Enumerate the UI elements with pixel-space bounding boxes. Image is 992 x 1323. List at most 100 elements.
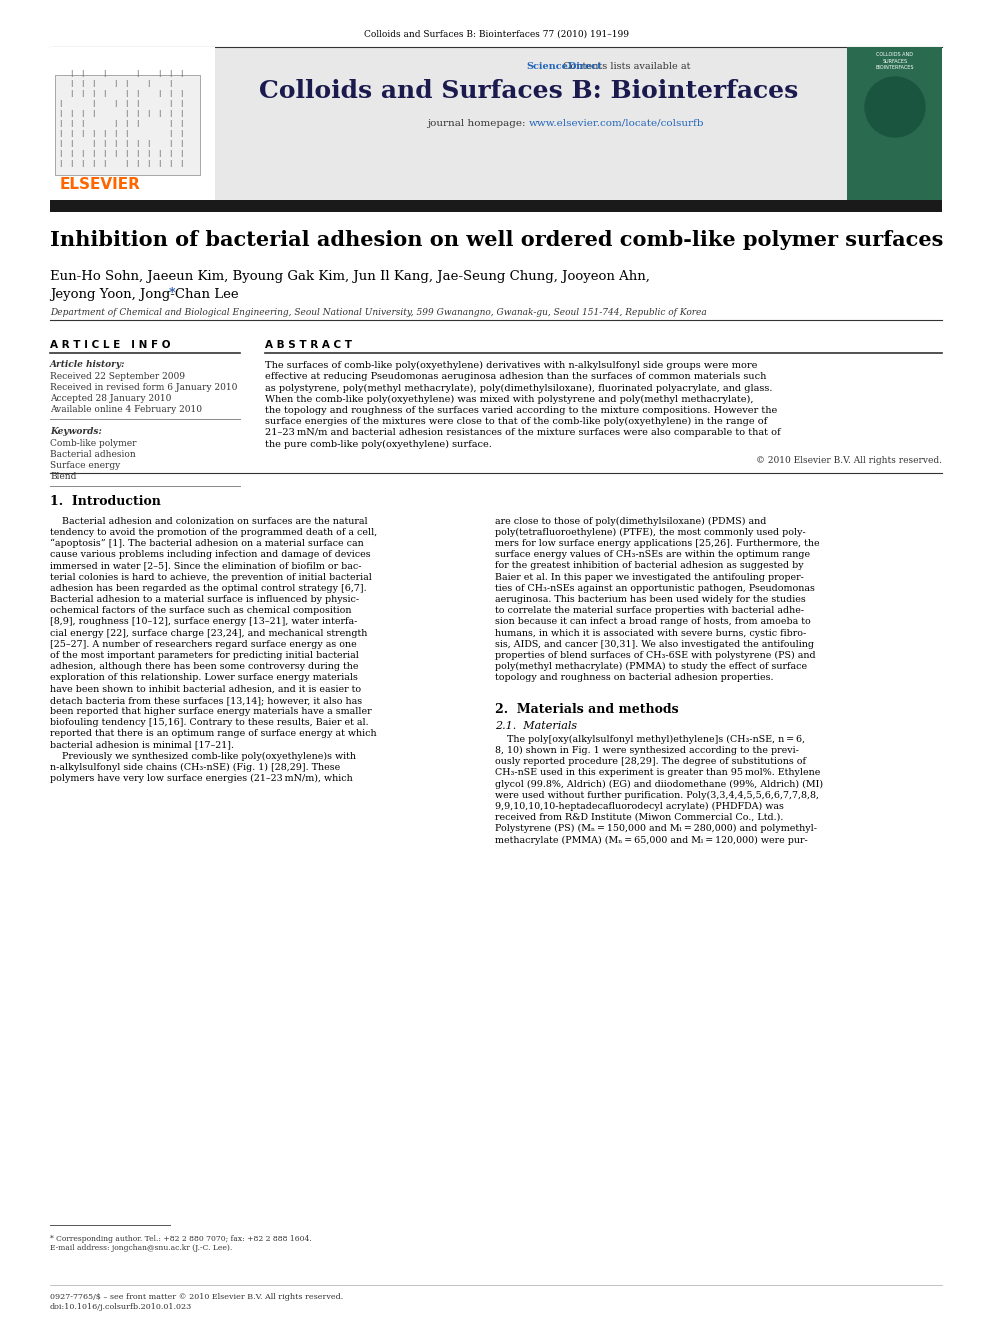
Text: immersed in water [2–5]. Since the elimination of biofilm or bac-: immersed in water [2–5]. Since the elimi…	[50, 561, 361, 570]
Text: |: |	[114, 149, 116, 157]
Text: |: |	[103, 160, 105, 167]
Text: topology and roughness on bacterial adhesion properties.: topology and roughness on bacterial adhe…	[495, 673, 774, 683]
Text: |: |	[69, 90, 72, 97]
Text: 0927-7765/$ – see front matter © 2010 Elsevier B.V. All rights reserved.: 0927-7765/$ – see front matter © 2010 El…	[50, 1293, 343, 1301]
Text: adhesion has been regarded as the optimal control strategy [6,7].: adhesion has been regarded as the optima…	[50, 583, 367, 593]
Text: CH₃-nSE used in this experiment is greater than 95 mol%. Ethylene: CH₃-nSE used in this experiment is great…	[495, 769, 820, 777]
Text: 9,9,10,10,10-heptadecafluorodecyl acrylate) (PHDFDA) was: 9,9,10,10,10-heptadecafluorodecyl acryla…	[495, 802, 784, 811]
Text: ochemical factors of the surface such as chemical composition: ochemical factors of the surface such as…	[50, 606, 351, 615]
Circle shape	[865, 77, 925, 138]
Text: |: |	[158, 90, 160, 97]
Text: bacterial adhesion is minimal [17–21].: bacterial adhesion is minimal [17–21].	[50, 741, 234, 750]
Text: methacrylate (PMMA) (Mₙ = 65,000 and Mₗ = 120,000) were pur-: methacrylate (PMMA) (Mₙ = 65,000 and Mₗ …	[495, 835, 807, 844]
Text: |: |	[125, 130, 127, 138]
Text: Eun-Ho Sohn, Jaeeun Kim, Byoung Gak Kim, Jun Il Kang, Jae-Seung Chung, Jooyeon A: Eun-Ho Sohn, Jaeeun Kim, Byoung Gak Kim,…	[50, 270, 650, 283]
Text: |: |	[80, 90, 83, 97]
Text: |: |	[80, 149, 83, 157]
Text: Polystyrene (PS) (Mₙ = 150,000 and Mₗ = 280,000) and polymethyl-: Polystyrene (PS) (Mₙ = 150,000 and Mₗ = …	[495, 824, 817, 833]
Text: ScienceDirect: ScienceDirect	[526, 62, 601, 71]
Text: |: |	[125, 110, 127, 116]
Text: |: |	[80, 160, 83, 167]
Text: |: |	[136, 110, 138, 116]
Text: Bacterial adhesion and colonization on surfaces are the natural: Bacterial adhesion and colonization on s…	[50, 516, 368, 525]
Text: |: |	[114, 90, 116, 97]
Text: |: |	[169, 101, 172, 107]
Bar	[847, 48, 942, 200]
Text: |: |	[114, 110, 116, 116]
Text: |: |	[80, 79, 83, 87]
Text: |: |	[180, 90, 183, 97]
Text: received from R&D Institute (Miwon Commercial Co., Ltd.).: received from R&D Institute (Miwon Comme…	[495, 814, 784, 822]
Bar	[50, 200, 942, 212]
Text: Comb-like polymer: Comb-like polymer	[50, 439, 137, 448]
Text: |: |	[69, 130, 72, 138]
Text: |: |	[92, 149, 94, 157]
Text: |: |	[125, 149, 127, 157]
Text: |: |	[147, 130, 149, 138]
Text: Available online 4 February 2010: Available online 4 February 2010	[50, 405, 202, 414]
Text: 21–23 mN/m and bacterial adhesion resistances of the mixture surfaces were also : 21–23 mN/m and bacterial adhesion resist…	[265, 429, 781, 437]
Text: The surfaces of comb-like poly(oxyethylene) derivatives with n-alkylsulfonyl sid: The surfaces of comb-like poly(oxyethyle…	[265, 361, 757, 370]
Bar	[55, 75, 200, 175]
Text: biofouling tendency [15,16]. Contrary to these results, Baier et al.: biofouling tendency [15,16]. Contrary to…	[50, 718, 369, 728]
Text: |: |	[103, 149, 105, 157]
Text: * Corresponding author. Tel.: +82 2 880 7070; fax: +82 2 888 1604.: * Corresponding author. Tel.: +82 2 880 …	[50, 1234, 311, 1244]
Text: ELSEVIER: ELSEVIER	[60, 177, 141, 192]
Text: |: |	[59, 70, 62, 77]
Text: |: |	[69, 110, 72, 116]
Text: |: |	[180, 110, 183, 116]
Text: |: |	[103, 140, 105, 147]
Text: |: |	[103, 130, 105, 138]
Text: |: |	[169, 90, 172, 97]
Text: Previously we synthesized comb-like poly(oxyethylene)s with: Previously we synthesized comb-like poly…	[50, 751, 356, 761]
Text: |: |	[59, 160, 62, 167]
Text: surface energies of the mixtures were close to that of the comb-like poly(oxyeth: surface energies of the mixtures were cl…	[265, 417, 767, 426]
Text: [25–27]. A number of researchers regard surface energy as one: [25–27]. A number of researchers regard …	[50, 640, 357, 648]
Text: |: |	[136, 140, 138, 147]
Text: |: |	[169, 160, 172, 167]
Text: Colloids and Surfaces B: Biointerfaces 77 (2010) 191–199: Colloids and Surfaces B: Biointerfaces 7…	[363, 30, 629, 38]
Text: cause various problems including infection and damage of devices: cause various problems including infecti…	[50, 550, 371, 560]
Text: The poly[oxy(alkylsulfonyl methyl)ethylene]s (CH₃-nSE, n = 6,: The poly[oxy(alkylsulfonyl methyl)ethyle…	[495, 734, 806, 744]
Text: |: |	[180, 149, 183, 157]
Text: 2.1.  Materials: 2.1. Materials	[495, 721, 577, 730]
Text: terial colonies is hard to achieve, the prevention of initial bacterial: terial colonies is hard to achieve, the …	[50, 573, 372, 582]
Text: to correlate the material surface properties with bacterial adhe-: to correlate the material surface proper…	[495, 606, 805, 615]
Text: ously reported procedure [28,29]. The degree of substitutions of: ously reported procedure [28,29]. The de…	[495, 757, 806, 766]
Text: tendency to avoid the promotion of the programmed death of a cell,: tendency to avoid the promotion of the p…	[50, 528, 377, 537]
Text: |: |	[80, 101, 83, 107]
Text: *: *	[169, 287, 175, 300]
Text: |: |	[180, 70, 183, 77]
Text: 1.  Introduction: 1. Introduction	[50, 495, 161, 508]
Text: Received in revised form 6 January 2010: Received in revised form 6 January 2010	[50, 382, 237, 392]
Text: |: |	[147, 149, 149, 157]
Text: glycol (99.8%, Aldrich) (EG) and diiodomethane (99%, Aldrich) (MI): glycol (99.8%, Aldrich) (EG) and diiodom…	[495, 779, 823, 789]
Text: aeruginosa. This bacterium has been used widely for the studies: aeruginosa. This bacterium has been used…	[495, 595, 806, 605]
Text: |: |	[136, 130, 138, 138]
Text: poly(tetrafluoroethylene) (PTFE), the most commonly used poly-: poly(tetrafluoroethylene) (PTFE), the mo…	[495, 528, 806, 537]
Text: |: |	[158, 149, 160, 157]
Text: |: |	[80, 120, 83, 127]
Text: “apoptosis” [1]. The bacterial adhesion on a material surface can: “apoptosis” [1]. The bacterial adhesion …	[50, 538, 364, 548]
Text: |: |	[136, 79, 138, 87]
Text: surface energy values of CH₃-nSEs are within the optimum range: surface energy values of CH₃-nSEs are wi…	[495, 550, 810, 560]
Text: |: |	[147, 70, 149, 77]
Text: |: |	[125, 90, 127, 97]
Text: |: |	[114, 130, 116, 138]
Text: |: |	[147, 160, 149, 167]
Text: |: |	[158, 79, 160, 87]
Bar	[50, 48, 942, 200]
Text: |: |	[158, 130, 160, 138]
Text: mers for low surface energy applications [25,26]. Furthermore, the: mers for low surface energy applications…	[495, 538, 819, 548]
Text: |: |	[158, 110, 160, 116]
Text: |: |	[80, 130, 83, 138]
Text: www.elsevier.com/locate/colsurfb: www.elsevier.com/locate/colsurfb	[529, 119, 704, 128]
Text: been reported that higher surface energy materials have a smaller: been reported that higher surface energy…	[50, 706, 372, 716]
Text: |: |	[180, 120, 183, 127]
Text: When the comb-like poly(oxyethylene) was mixed with polystyrene and poly(methyl : When the comb-like poly(oxyethylene) was…	[265, 394, 754, 404]
Text: detach bacteria from these surfaces [13,14]; however, it also has: detach bacteria from these surfaces [13,…	[50, 696, 362, 705]
Text: |: |	[114, 70, 116, 77]
Text: Jeyong Yoon, Jong-Chan Lee: Jeyong Yoon, Jong-Chan Lee	[50, 288, 239, 302]
Text: |: |	[92, 101, 94, 107]
Text: Bacterial adhesion: Bacterial adhesion	[50, 450, 136, 459]
